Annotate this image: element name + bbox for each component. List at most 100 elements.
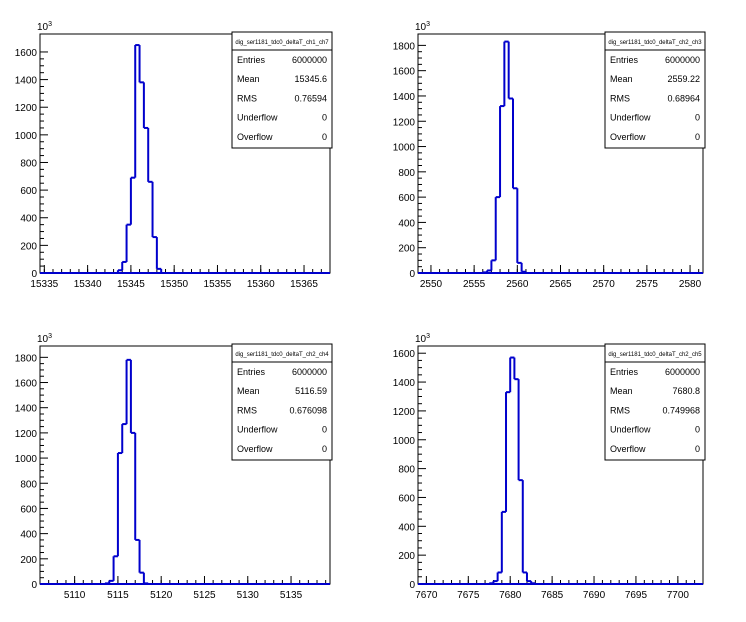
y-tick-label: 400 (20, 530, 37, 541)
y-tick-label: 1200 (15, 103, 38, 114)
y-tick-label: 1800 (15, 353, 38, 364)
y-exponent-power: 3 (426, 333, 430, 340)
y-tick-label: 1200 (393, 117, 416, 128)
y-tick-label: 600 (20, 186, 37, 197)
stats-label: Mean (610, 74, 633, 84)
x-tick-label: 15350 (160, 279, 188, 290)
y-tick-label: 200 (398, 551, 415, 562)
y-exponent-power: 3 (48, 21, 52, 28)
stats-box (231, 31, 333, 149)
y-tick-label: 800 (20, 158, 37, 169)
stats-value: 6000000 (292, 55, 327, 65)
x-tick-label: 5135 (280, 590, 303, 601)
y-exponent-base: 10 (37, 22, 49, 33)
y-tick-label: 1400 (393, 92, 416, 103)
stats-value: 5116.59 (295, 386, 327, 396)
y-tick-label: 1400 (15, 404, 38, 415)
y-tick-label: 800 (20, 479, 37, 490)
stats-label: RMS (237, 93, 257, 103)
stats-value: 6000000 (665, 55, 700, 65)
y-exponent-label: 103 (37, 21, 52, 33)
y-tick-label: 200 (398, 244, 415, 255)
stats-label: Entries (610, 55, 639, 65)
x-tick-label: 15345 (117, 279, 145, 290)
x-tick-label: 15360 (247, 279, 275, 290)
stats-label: Overflow (237, 444, 273, 454)
y-tick-label: 200 (20, 241, 37, 252)
y-tick-label: 0 (31, 269, 37, 280)
stats-label: Overflow (610, 444, 646, 454)
x-tick-label: 5130 (237, 590, 260, 601)
y-exponent-power: 3 (48, 333, 52, 340)
y-tick-label: 1600 (393, 349, 416, 360)
x-tick-label: 15365 (290, 279, 318, 290)
stats-value: 0 (695, 425, 700, 435)
y-tick-label: 1200 (15, 429, 38, 440)
y-exponent-base: 10 (415, 22, 427, 33)
y-tick-label: 1800 (393, 41, 416, 52)
y-tick-label: 1200 (393, 407, 416, 418)
stats-value: 0 (695, 444, 700, 454)
stats-label: Underflow (610, 113, 651, 123)
x-tick-label: 7690 (583, 590, 606, 601)
y-tick-label: 400 (398, 218, 415, 229)
y-tick-label: 0 (409, 269, 415, 280)
x-tick-label: 2565 (549, 279, 572, 290)
x-tick-label: 7685 (541, 590, 564, 601)
stats-label: Entries (237, 367, 266, 377)
stats-label: Entries (610, 367, 639, 377)
histogram-panel-3: 1030200400600800100012001400160018005110… (15, 333, 333, 601)
stats-box (231, 343, 333, 461)
y-tick-label: 1000 (15, 454, 38, 465)
x-tick-label: 7695 (625, 590, 648, 601)
stats-value: 0 (695, 132, 700, 142)
y-tick-label: 1600 (15, 379, 38, 390)
stats-label: Underflow (237, 425, 278, 435)
y-tick-label: 600 (20, 504, 37, 515)
stats-value: 0.76594 (294, 93, 327, 103)
y-exponent-label: 103 (37, 333, 52, 345)
stats-label: RMS (237, 405, 257, 415)
y-exponent-label: 103 (415, 333, 430, 345)
y-tick-label: 400 (398, 522, 415, 533)
y-tick-label: 600 (398, 193, 415, 204)
stats-value: 15345.6 (294, 74, 327, 84)
x-tick-label: 2550 (420, 279, 443, 290)
y-exponent-label: 103 (415, 21, 430, 33)
stats-label: Mean (237, 386, 260, 396)
histogram-title: dig_ser1181_tdc0_deltaT_ch2_ch3 (608, 40, 702, 46)
x-tick-label: 5110 (64, 590, 86, 601)
stats-label: Underflow (610, 425, 651, 435)
y-tick-label: 600 (398, 493, 415, 504)
y-tick-label: 1400 (15, 76, 38, 87)
y-tick-label: 0 (409, 580, 415, 591)
y-tick-label: 1600 (393, 67, 416, 78)
x-tick-label: 5115 (107, 590, 129, 601)
stats-label: Overflow (610, 132, 646, 142)
stats-label: Underflow (237, 113, 278, 123)
stats-value: 6000000 (665, 367, 700, 377)
stats-label: Entries (237, 55, 266, 65)
stats-value: 0 (322, 425, 327, 435)
y-tick-label: 0 (31, 580, 37, 591)
x-tick-label: 7675 (457, 590, 480, 601)
x-tick-label: 15335 (30, 279, 58, 290)
y-tick-label: 1400 (393, 378, 416, 389)
y-tick-label: 800 (398, 465, 415, 476)
y-exponent-base: 10 (415, 334, 427, 345)
stats-label: RMS (610, 93, 630, 103)
stats-label: Overflow (237, 132, 273, 142)
stats-value: 0.68964 (667, 93, 700, 103)
stats-value: 0.676098 (289, 405, 327, 415)
x-tick-label: 7680 (499, 590, 522, 601)
stats-value: 0 (695, 113, 700, 123)
y-tick-label: 1000 (15, 131, 38, 142)
x-tick-label: 2570 (593, 279, 616, 290)
stats-value: 2559.22 (667, 74, 700, 84)
histogram-title: dig_ser1181_tdc0_deltaT_ch2_ch5 (608, 352, 702, 358)
histogram-title: dig_ser1181_tdc0_deltaT_ch1_ch7 (235, 40, 329, 46)
x-tick-label: 2560 (506, 279, 529, 290)
